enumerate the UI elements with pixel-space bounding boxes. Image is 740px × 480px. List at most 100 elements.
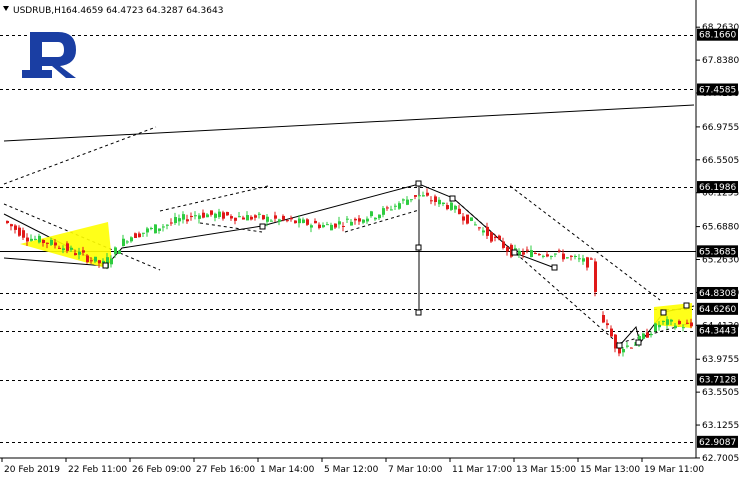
bear-candle: [294, 220, 297, 224]
bull-candle: [518, 250, 521, 255]
broker-logo-icon: [22, 32, 76, 78]
bull-candle: [270, 220, 273, 222]
level-label: 62.9087: [699, 438, 736, 448]
wave-point: [551, 264, 558, 271]
time-tick-label: 27 Feb 16:00: [196, 465, 255, 475]
level-label: 64.8308: [699, 289, 736, 299]
symbol-label: USDRUB,H1: [13, 6, 67, 16]
wave-point: [511, 249, 518, 256]
bull-candle: [178, 218, 181, 222]
bull-candle: [146, 228, 149, 233]
collapse-triangle-icon[interactable]: [3, 6, 9, 11]
bear-candle: [354, 218, 357, 221]
bull-candle: [542, 255, 545, 257]
bull-candle: [370, 211, 373, 217]
bull-candle: [122, 238, 125, 246]
wave-point: [616, 342, 623, 349]
bull-candle: [662, 320, 665, 322]
bear-candle: [538, 254, 541, 256]
bear-candle: [630, 347, 633, 349]
bear-candle: [250, 216, 253, 220]
bear-candle: [242, 217, 245, 220]
bull-candle: [326, 224, 329, 226]
bull-candle: [442, 202, 445, 204]
price-tick-label: 63.9755: [702, 355, 739, 365]
level-label-box: [697, 181, 738, 194]
bear-candle: [534, 253, 537, 255]
level-label: 64.3443: [699, 327, 736, 337]
level-label-box: [697, 286, 738, 299]
bull-candle: [182, 214, 185, 220]
level-label: 64.6260: [699, 305, 736, 315]
recent-channel: [619, 321, 695, 344]
bull-candle: [654, 323, 657, 332]
base-line: [3, 257, 107, 267]
bear-candle: [386, 207, 389, 209]
level-label: 65.3685: [699, 247, 736, 257]
bull-candle: [422, 195, 425, 197]
bear-candle: [254, 215, 257, 218]
candles: [6, 188, 693, 357]
bear-candle: [690, 322, 693, 327]
bear-candle: [170, 222, 173, 224]
bull-candle: [374, 217, 377, 220]
time-tick-label: 7 Mar 10:00: [388, 465, 443, 475]
bear-candle: [678, 320, 681, 325]
bear-candle: [498, 235, 501, 240]
bear-candle: [186, 219, 189, 222]
bear-candle: [446, 205, 449, 210]
bear-candle: [274, 215, 277, 219]
bull-candle: [454, 205, 457, 210]
bull-candle: [246, 215, 249, 221]
time-axis: 20 Feb 2019 22 Feb 11:00 26 Feb 09:00 27 Fe…: [1, 458, 704, 475]
bull-candle: [62, 248, 65, 251]
bear-candle: [82, 250, 85, 253]
wave-point: [449, 195, 456, 202]
bull-candle: [566, 257, 569, 259]
bear-candle: [334, 223, 337, 228]
bull-candle: [514, 248, 517, 250]
bear-candle: [590, 258, 593, 260]
bear-candle: [222, 212, 225, 219]
bear-candle: [74, 253, 77, 256]
bear-candle: [494, 236, 497, 238]
bull-candle: [390, 209, 393, 211]
channel-segment: [344, 209, 420, 233]
bear-candle: [190, 215, 193, 218]
bull-candle: [154, 224, 157, 234]
bear-candle: [90, 260, 93, 262]
channel-lower-mid: [199, 222, 263, 233]
bull-candle: [198, 215, 201, 219]
price-tick-label: 63.5505: [702, 388, 739, 398]
bear-candle: [606, 323, 609, 326]
bull-candle: [530, 250, 533, 258]
bull-candle: [438, 199, 441, 205]
bear-candle: [46, 242, 49, 244]
price-tick-label: 67.8380: [702, 56, 739, 66]
price-tick-label: 62.7005: [702, 454, 739, 464]
bear-candle: [342, 225, 345, 227]
bear-candle: [614, 334, 617, 349]
bull-candle: [382, 208, 385, 215]
bear-candle: [546, 254, 549, 257]
price-tick-label: 66.1255: [702, 189, 739, 199]
time-tick-label: 1 Mar 14:00: [260, 465, 315, 475]
level-label-box: [697, 83, 738, 96]
bull-candle: [402, 199, 405, 201]
bear-candle: [58, 247, 61, 249]
bear-candle: [262, 215, 265, 220]
bull-candle: [622, 349, 625, 353]
level-label: 66.1986: [699, 183, 736, 193]
bull-candle: [658, 324, 661, 328]
bull-candle: [554, 253, 557, 255]
bear-candle: [306, 219, 309, 225]
bear-candle: [434, 196, 437, 202]
wave-point: [660, 309, 667, 316]
time-tick-label: 13 Mar 15:00: [516, 465, 576, 475]
level-label-box: [697, 324, 738, 337]
time-tick-label: 20 Feb 2019: [4, 465, 60, 475]
bear-candle: [646, 332, 649, 338]
level-label-box: [697, 302, 738, 315]
price-tick-label: 66.9755: [702, 123, 739, 133]
